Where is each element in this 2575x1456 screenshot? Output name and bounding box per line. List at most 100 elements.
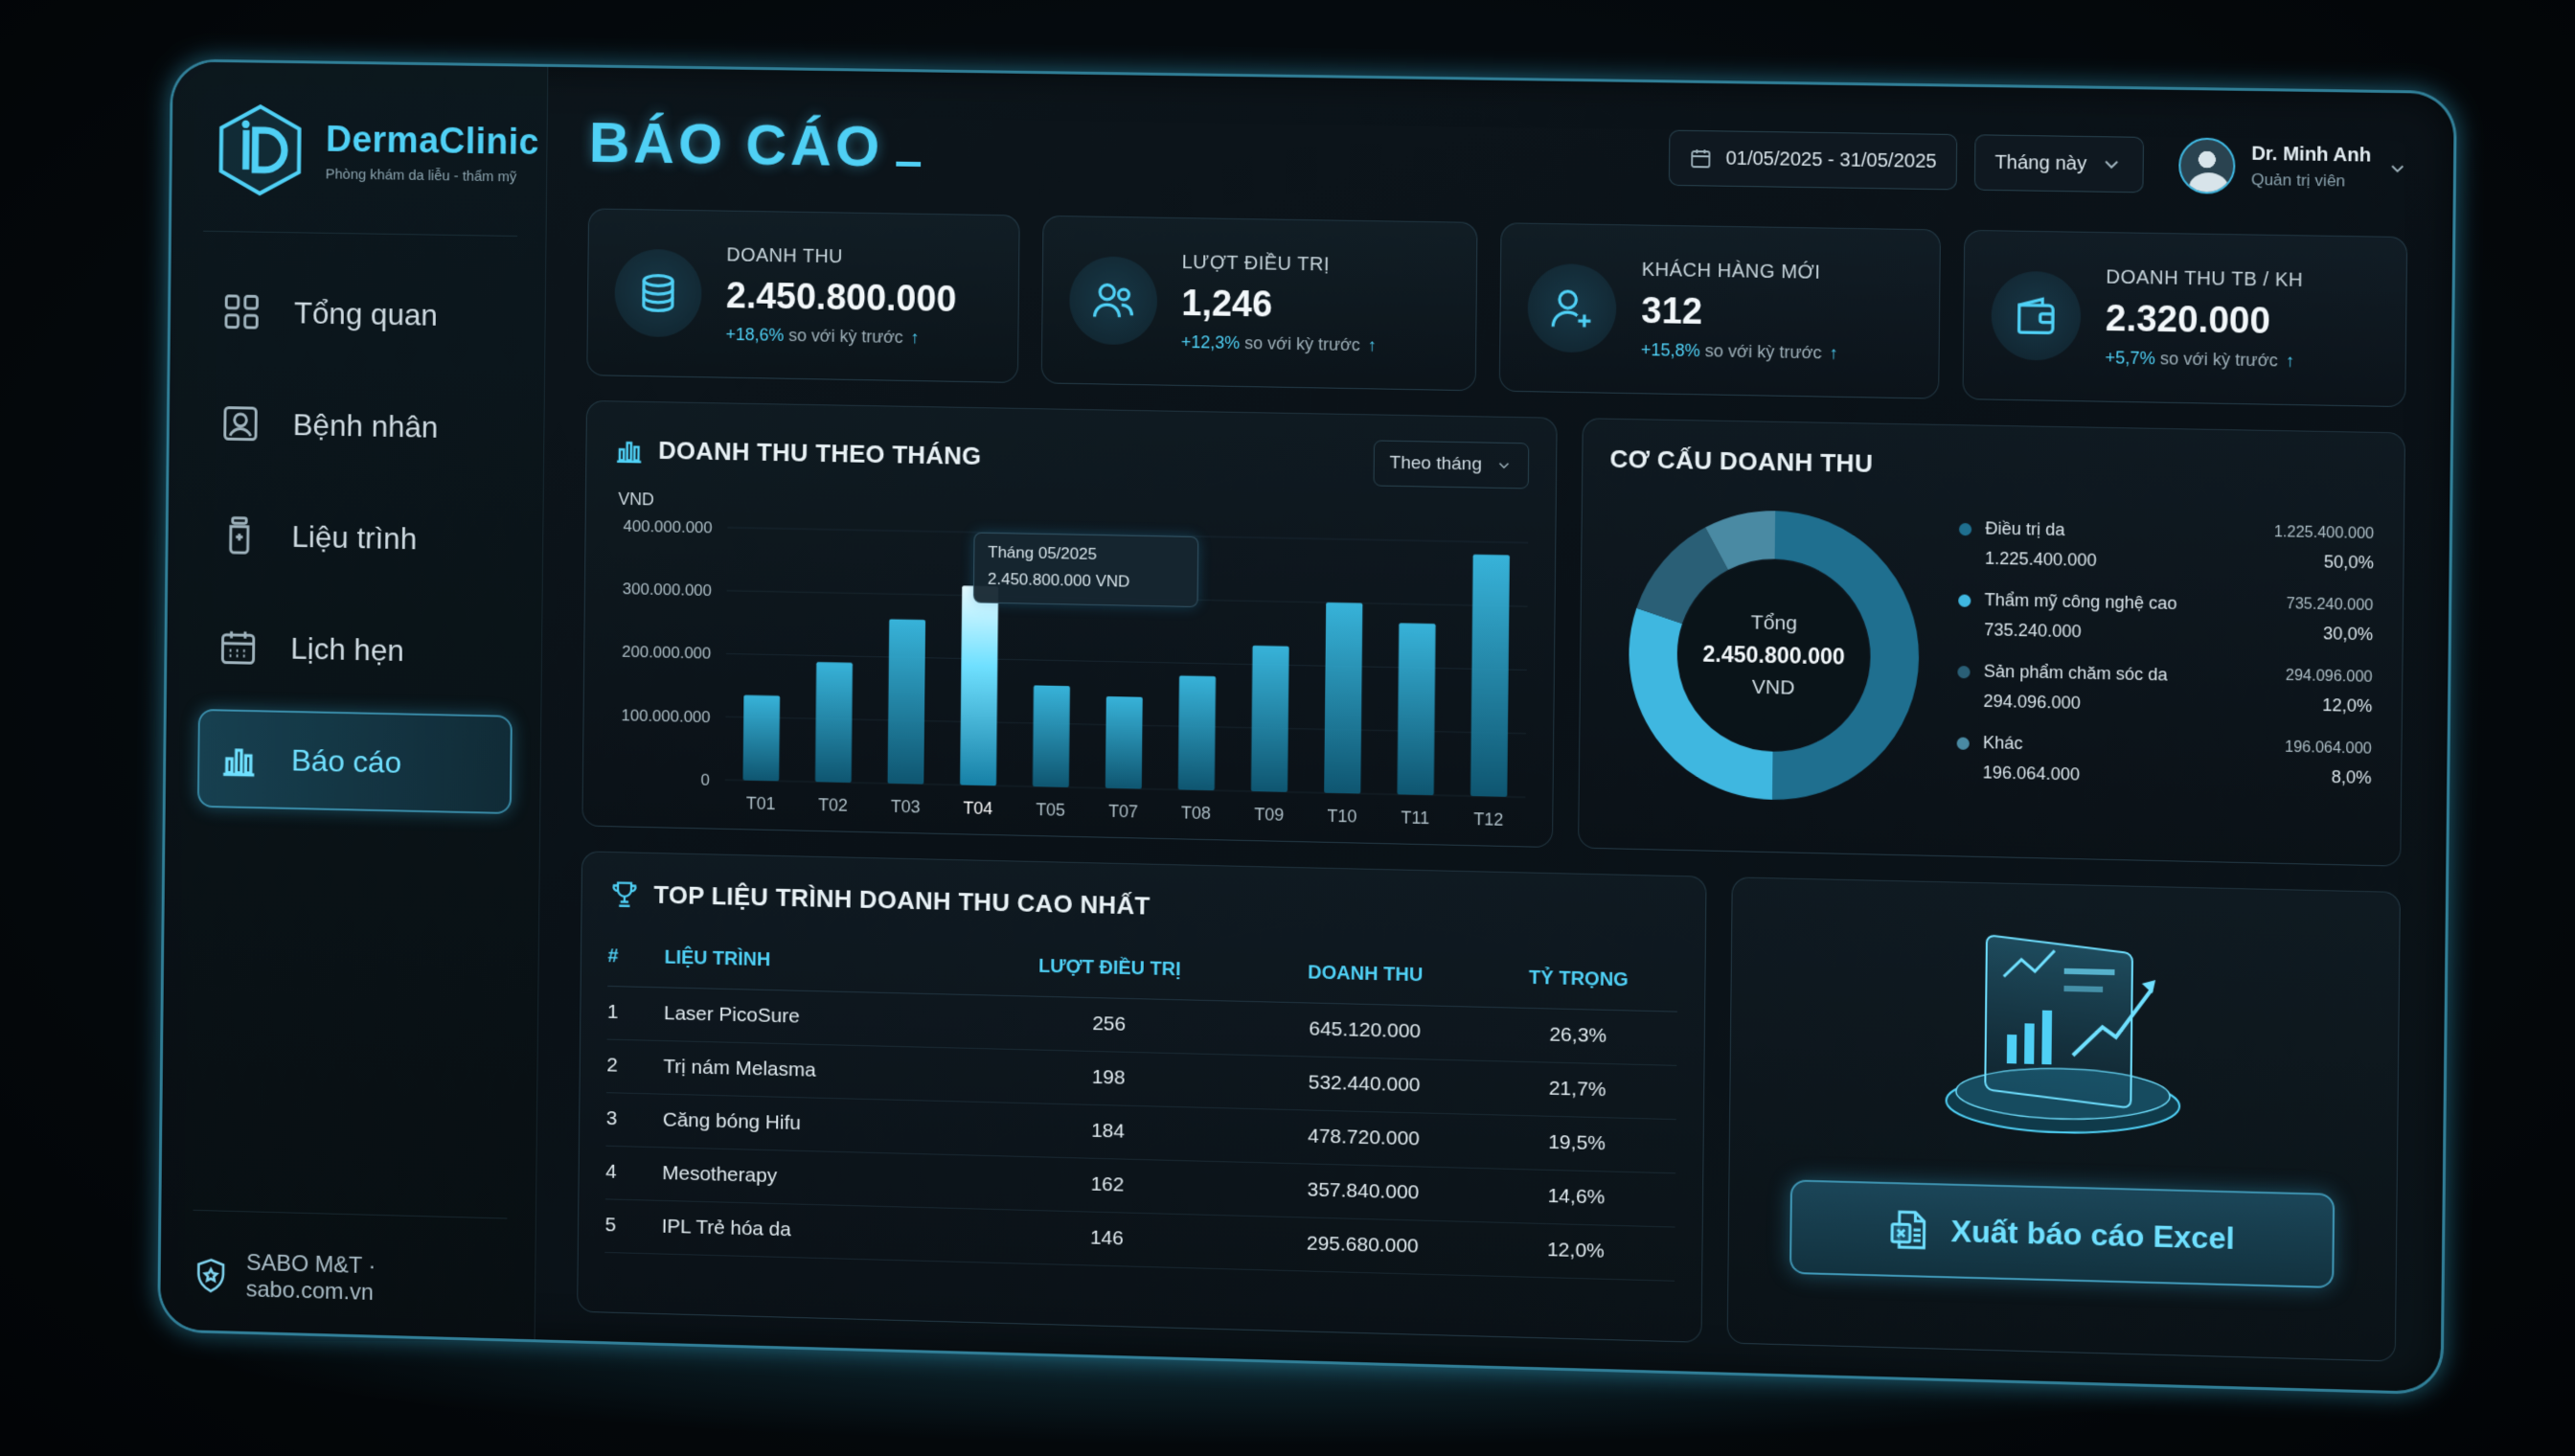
stat-delta: +12,3% so với kỳ trước ↑ <box>1180 331 1377 354</box>
sidebar-item-label: Bệnh nhân <box>292 406 439 444</box>
cell-revenue: 478.720.000 <box>1249 1107 1479 1169</box>
chevron-down-icon <box>1495 457 1513 474</box>
export-panel: Xuất báo cáo Excel <box>1726 876 2401 1362</box>
donut-legend: Điều trị da 1.225.400.000 1.225.400.000 50… <box>1956 518 2374 791</box>
stat-label: DOANH THU <box>726 243 844 267</box>
column-header[interactable]: TỶ TRỌNG <box>1479 948 1678 1012</box>
column-header[interactable]: # <box>607 928 665 988</box>
footer-text[interactable]: SABO M&T · sabo.com.vn <box>245 1249 376 1306</box>
stat-delta: +15,8% so với kỳ trước ↑ <box>1640 339 1838 363</box>
main-content: BÁO CÁO 01/05/2025 - 31/05/2025 Tháng nà… <box>536 67 2454 1392</box>
brand-name: DermaClinic <box>325 119 540 163</box>
column-header[interactable]: LƯỢT ĐIỀU TRỊ <box>968 937 1252 1002</box>
chart-bar <box>1470 554 1510 797</box>
chart-bar <box>1177 675 1217 791</box>
column-header[interactable]: DOANH THU <box>1250 944 1481 1007</box>
cell-share: 14,6% <box>1477 1168 1676 1227</box>
calendar-icon <box>1689 147 1712 170</box>
chart-bar <box>1032 685 1070 787</box>
donut-center: Tổng 2.450.800.000 VND <box>1628 508 1921 803</box>
legend-item[interactable]: Điều trị da 1.225.400.000 1.225.400.000 50… <box>1958 518 2375 577</box>
y-tick-label: 300.000.000 <box>623 580 712 601</box>
divider <box>203 230 518 237</box>
top-treatments-panel: TOP LIỆU TRÌNH DOANH THU CAO NHẤT # LIỆU… <box>577 851 1707 1343</box>
x-tick-label: T05 <box>1036 800 1065 820</box>
date-range-picker[interactable]: 01/05/2025 - 31/05/2025 <box>1668 129 1958 191</box>
y-tick-label: 100.000.000 <box>621 706 710 726</box>
stat-delta: +5,7% so với kỳ trước ↑ <box>2105 347 2295 371</box>
stat-card-avg-revenue[interactable]: DOANH THU TB / KH 2.320.000 +5,7% so với… <box>1961 229 2408 408</box>
report-illustration-icon <box>1917 907 2211 1146</box>
legend-right-amount: 294.096.000 <box>2285 667 2373 686</box>
chart-bar <box>742 694 781 782</box>
chart-bar <box>887 619 926 785</box>
cell-revenue: 357.840.000 <box>1248 1161 1478 1222</box>
cell-rank: 2 <box>606 1038 664 1094</box>
stat-value: 312 <box>1641 290 1703 332</box>
legend-item[interactable]: Thẩm mỹ công nghệ cao 735.240.000 735.240… <box>1958 589 2374 648</box>
stat-value: 2.320.000 <box>2105 298 2271 342</box>
wallet-icon <box>1990 270 2082 361</box>
sidebar-item-patients[interactable]: Bệnh nhân <box>201 374 516 478</box>
cell-revenue: 295.680.000 <box>1247 1215 1478 1276</box>
cell-treatment: Trị nám Melasma <box>663 1040 968 1102</box>
stat-label: DOANH THU TB / KH <box>2106 265 2304 291</box>
export-excel-button[interactable]: Xuất báo cáo Excel <box>1789 1179 2336 1288</box>
sidebar-item-overview[interactable]: Tổng quan <box>202 262 517 365</box>
stat-value: 1,246 <box>1181 283 1273 326</box>
sidebar-footer: SABO M&T · sabo.com.vn <box>192 1209 508 1310</box>
cell-rank: 1 <box>606 985 665 1041</box>
cell-treatment: Mesotherapy <box>661 1147 967 1209</box>
x-tick-label: T12 <box>1473 809 1503 830</box>
y-tick-label: 0 <box>700 771 710 789</box>
bar-chart-icon <box>218 738 260 780</box>
top-bar: BÁO CÁO 01/05/2025 - 31/05/2025 Tháng nà… <box>588 96 2408 216</box>
revenue-chart-title: DOANH THU THEO THÁNG <box>658 435 982 470</box>
x-tick-label: T03 <box>891 797 921 817</box>
legend-item[interactable]: Khác 196.064.000 196.064.000 8,0% <box>1956 732 2372 791</box>
tooltip-value: 2.450.800.000 VND <box>987 569 1130 591</box>
sidebar-item-appointments[interactable]: Lịch hẹn <box>198 597 513 702</box>
chart-period-select[interactable]: Theo tháng <box>1373 440 1530 489</box>
x-tick-label: T10 <box>1327 807 1356 827</box>
stat-card-revenue[interactable]: DOANH THU 2.450.800.000 +18,6% so với kỳ… <box>586 208 1020 383</box>
user-menu[interactable]: Dr. Minh Anh Quản trị viên <box>2178 137 2408 196</box>
user-role: Quản trị viên <box>2250 170 2346 191</box>
brand[interactable]: DermaClinic Phòng khám da liễu - thẩm mỹ <box>203 100 539 203</box>
chart-bar <box>1105 695 1143 789</box>
legend-item[interactable]: Sản phẩm chăm sóc da 294.096.000 294.096.… <box>1957 661 2373 719</box>
legend-dot <box>1958 594 1971 607</box>
sidebar-item-reports[interactable]: Báo cáo <box>196 708 513 815</box>
period-select[interactable]: Tháng này <box>1973 134 2145 193</box>
x-tick-label: T07 <box>1108 802 1138 822</box>
chart-bar <box>1324 602 1363 794</box>
legend-dot <box>1957 665 1971 679</box>
legend-right-amount: 1.225.400.000 <box>2273 524 2375 543</box>
excel-file-icon <box>1888 1208 1931 1251</box>
chart-tooltip: Tháng 05/2025 2.450.800.000 VND <box>972 532 1199 608</box>
period-text: Tháng này <box>1994 151 2087 174</box>
stat-card-treatments[interactable]: LƯỢT ĐIỀU TRỊ 1,246 +12,3% so với kỳ trư… <box>1040 215 1478 392</box>
stat-label: KHÁCH HÀNG MỚI <box>1641 259 1821 284</box>
column-header[interactable]: LIỆU TRÌNH <box>664 929 969 994</box>
sidebar-item-label: Lịch hẹn <box>290 630 404 668</box>
cell-treatment: IPL Trẻ hóa da <box>661 1199 967 1262</box>
sidebar-item-treatments[interactable]: Liệu trình <box>199 486 514 590</box>
donut-hole <box>1677 558 1870 752</box>
cell-treatment: Căng bóng Hifu <box>662 1093 968 1155</box>
stat-card-new-customers[interactable]: KHÁCH HÀNG MỚI 312 +15,8% so với kỳ trướ… <box>1498 222 1941 399</box>
legend-dot <box>1956 737 1970 750</box>
arrow-up-icon: ↑ <box>910 327 920 347</box>
x-tick-label: T09 <box>1254 805 1284 825</box>
cell-revenue: 645.120.000 <box>1250 1001 1480 1060</box>
donut-center-value: 2.450.800.000 <box>1702 641 1845 670</box>
legend-percent: 30,0% <box>2322 624 2374 645</box>
arrow-up-icon: ↑ <box>1367 334 1377 354</box>
title-cursor <box>896 161 922 167</box>
patient-icon <box>219 402 261 444</box>
legend-name: Khác <box>1982 733 2023 754</box>
sidebar-nav: Tổng quan Bệnh nhân Liệu trình Lịch <box>196 262 517 815</box>
cell-share: 26,3% <box>1478 1006 1677 1065</box>
cell-rank: 3 <box>605 1092 664 1148</box>
legend-amount: 735.240.000 <box>1984 620 2082 642</box>
